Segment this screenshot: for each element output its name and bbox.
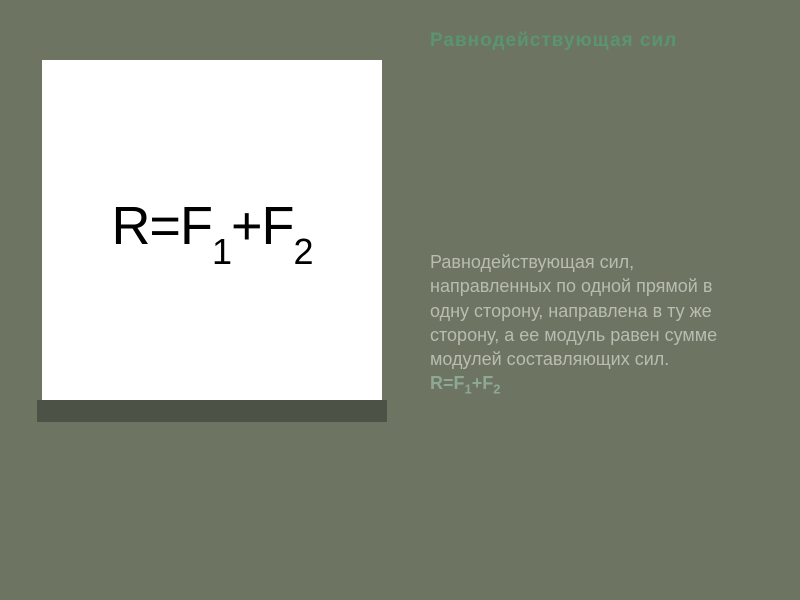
formula-container: R=F1+F2 <box>42 60 382 400</box>
description-text: Равнодействующая сил, направленных по од… <box>430 252 717 369</box>
main-formula: R=F1+F2 <box>111 195 312 265</box>
desc-formula-sub-1: 1 <box>465 382 472 397</box>
desc-formula-part-0: R=F <box>430 373 465 393</box>
slide-title: Равнодействующая сил <box>430 30 677 52</box>
formula-part-0: R=F <box>111 196 212 256</box>
desc-formula-part-2: +F <box>472 373 494 393</box>
formula-sub-1: 1 <box>212 231 231 272</box>
desc-formula-sub-2: 2 <box>493 382 500 397</box>
formula-part-2: +F <box>231 196 294 256</box>
formula-shadow <box>37 400 387 422</box>
formula-sub-2: 2 <box>294 231 313 272</box>
description-formula: R=F1+F2 <box>430 373 501 393</box>
description-block: Равнодействующая сил, направленных по од… <box>430 250 750 399</box>
